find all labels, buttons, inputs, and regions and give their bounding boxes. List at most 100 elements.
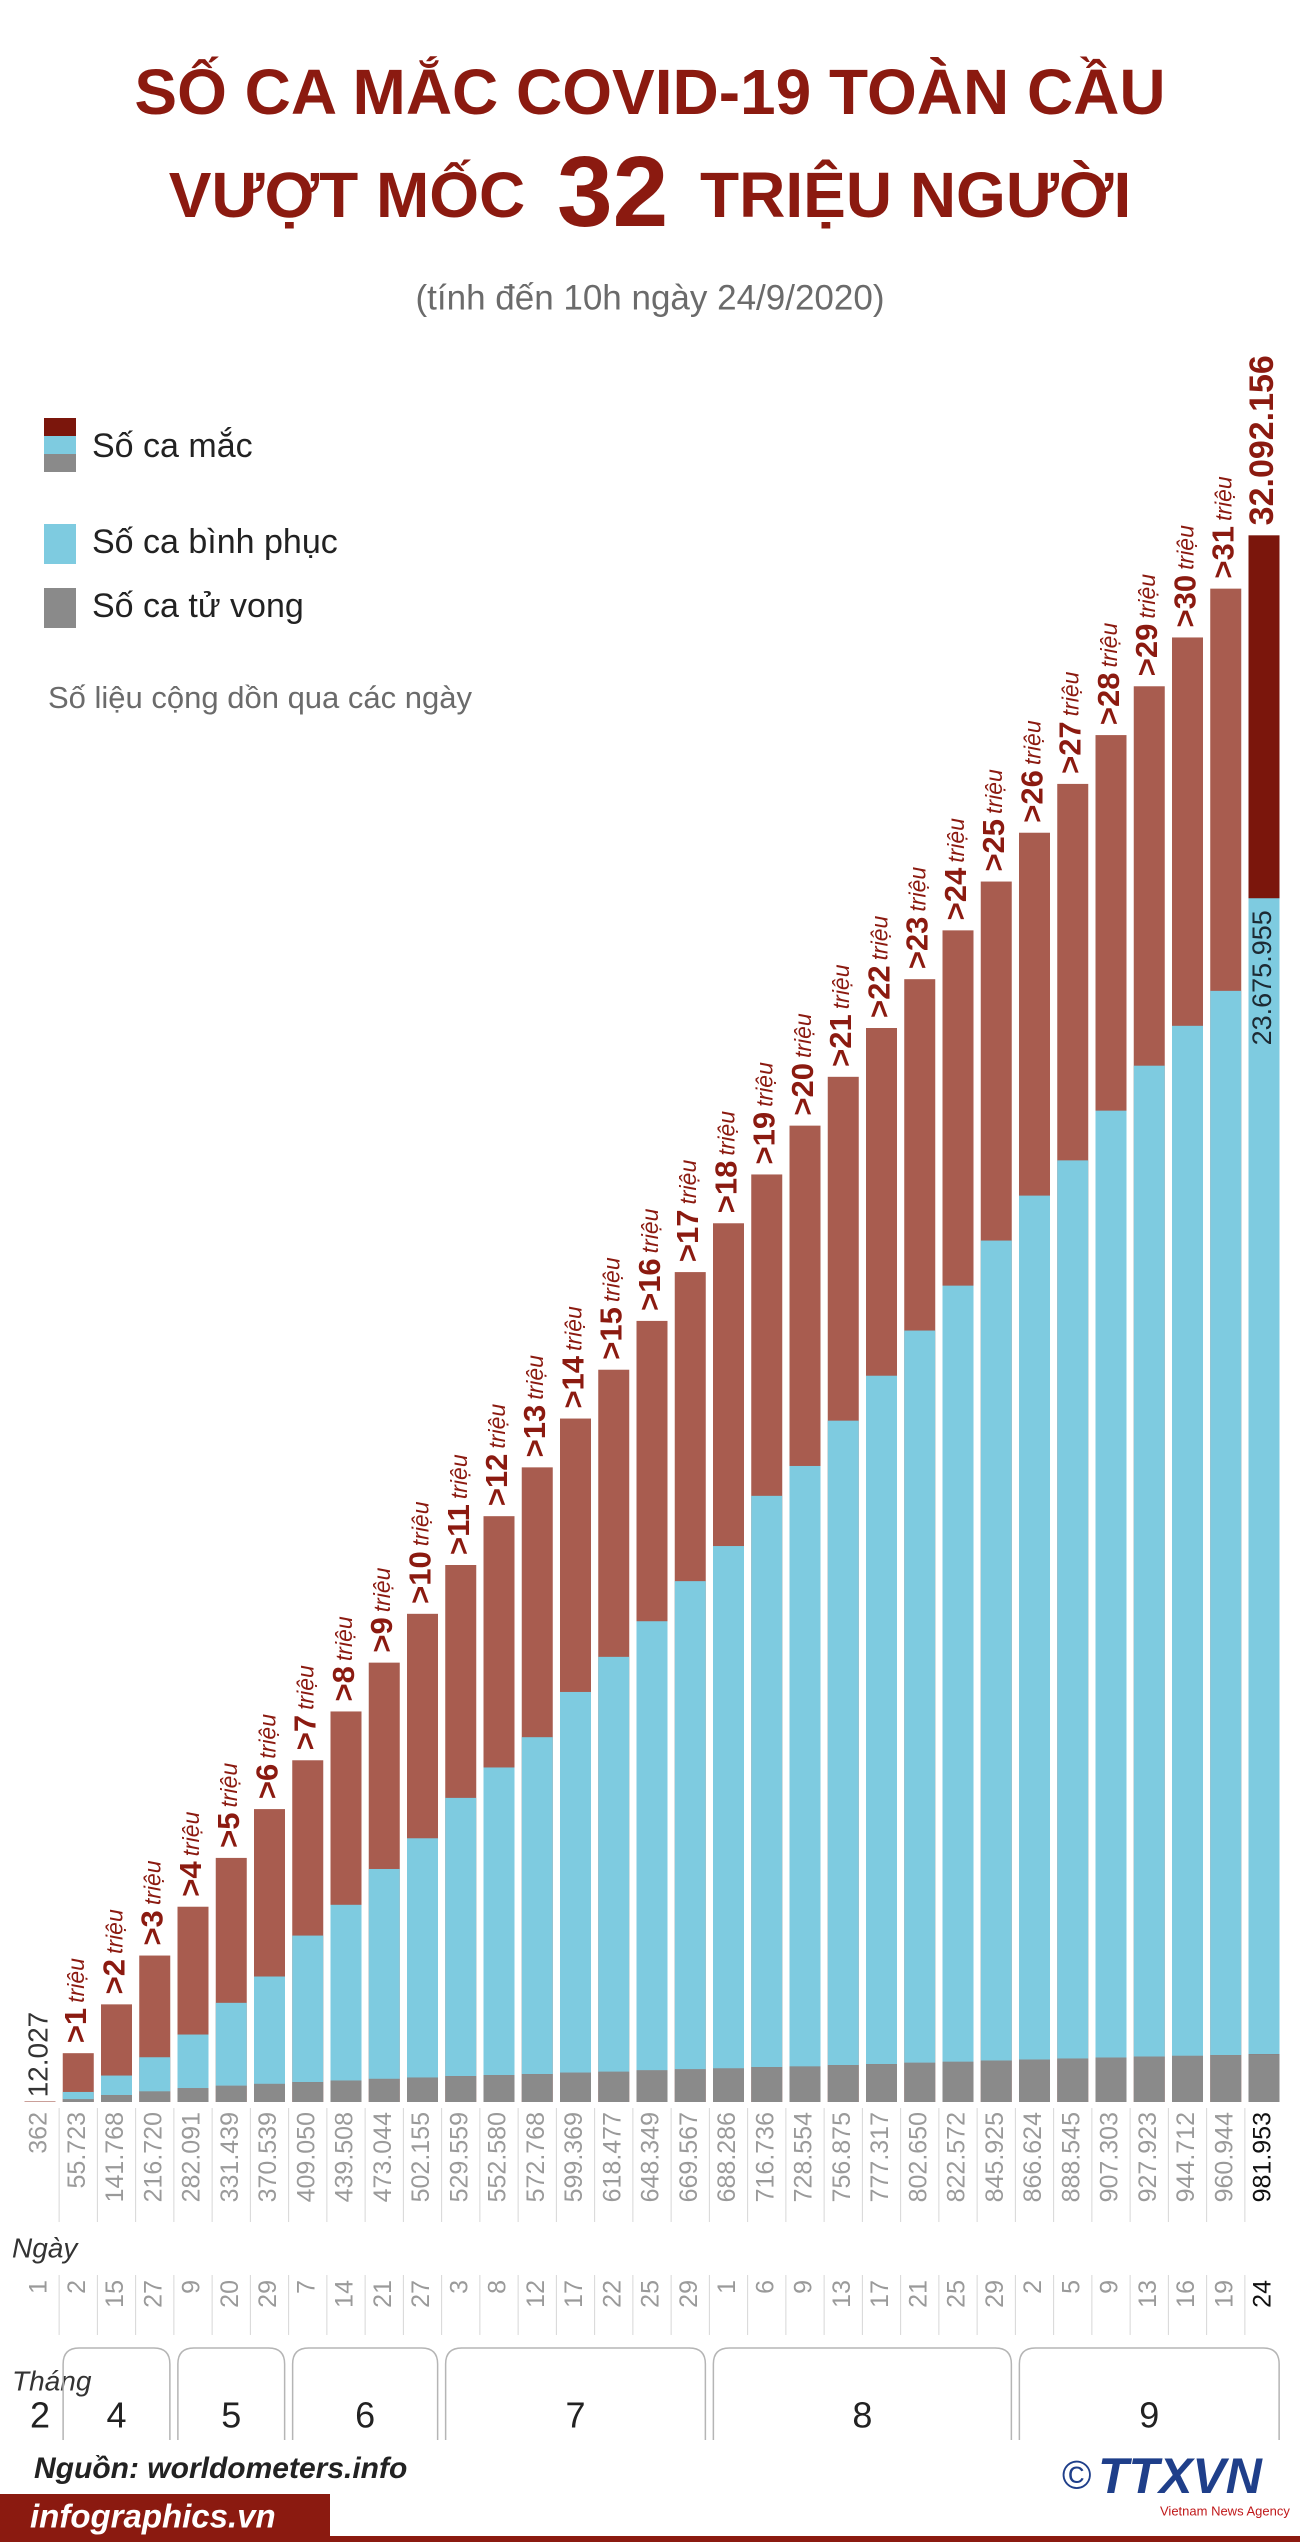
cases-label: >30 triệu bbox=[1168, 525, 1203, 628]
cases-label-number: >1 bbox=[58, 2008, 93, 2043]
bar-recovered bbox=[713, 1546, 744, 2069]
x-tick-label: 27 bbox=[139, 2280, 167, 2308]
bar-deaths bbox=[598, 2071, 630, 2102]
x-tick-label: 9 bbox=[1096, 2280, 1124, 2294]
x-tick-label: 2 bbox=[1019, 2280, 1047, 2294]
cases-label: >13 triệu bbox=[517, 1355, 552, 1458]
bar-deaths bbox=[1095, 2057, 1127, 2102]
cases-label-unit: triệu bbox=[63, 1958, 89, 2003]
x-tick-label: 1 bbox=[25, 2280, 53, 2294]
deaths-label: 907.303 bbox=[1096, 2112, 1124, 2202]
title-number: 32 bbox=[557, 136, 668, 248]
bar-deaths bbox=[980, 2060, 1012, 2102]
cases-label: >12 triệu bbox=[479, 1404, 514, 1507]
bar-recovered bbox=[1095, 1110, 1127, 2058]
title-text: TRIỆU NGƯỜI bbox=[700, 158, 1131, 231]
bar-deaths bbox=[751, 2067, 783, 2102]
bar-recovered bbox=[560, 1691, 591, 2073]
bar-deaths bbox=[713, 2068, 744, 2102]
bar-recovered bbox=[483, 1767, 515, 2076]
deaths-label: 618.477 bbox=[598, 2112, 626, 2202]
deaths-label: 669.567 bbox=[675, 2112, 703, 2202]
deaths-label: 944.712 bbox=[1172, 2112, 1200, 2202]
cases-label: >2 triệu bbox=[97, 1909, 132, 1994]
cases-label-unit: triệu bbox=[828, 964, 854, 1009]
deaths-label: 552.580 bbox=[484, 2112, 512, 2202]
cases-label-number: >29 bbox=[1129, 624, 1164, 677]
month-label: 5 bbox=[221, 2395, 241, 2436]
bar-recovered bbox=[1172, 1025, 1203, 2056]
cases-label-unit: triệu bbox=[369, 1567, 395, 1612]
title-line-1: SỐ CA MẮC COVID-19 TOÀN CẦU bbox=[134, 55, 1165, 128]
bar-recovered bbox=[980, 1240, 1012, 2061]
cases-label: >23 triệu bbox=[900, 867, 935, 970]
cases-label: >17 triệu bbox=[670, 1160, 705, 1263]
cases-label: 32.092.156 bbox=[1243, 355, 1281, 525]
cases-label: >7 triệu bbox=[288, 1665, 323, 1750]
deaths-label: 409.050 bbox=[292, 2112, 320, 2202]
deaths-label: 960.944 bbox=[1210, 2112, 1238, 2202]
bar-deaths bbox=[1210, 2055, 1242, 2102]
cases-label-unit: triệu bbox=[178, 1811, 204, 1856]
cases-label-unit: triệu bbox=[637, 1208, 663, 1253]
month-label: 4 bbox=[106, 2395, 126, 2436]
cases-label-unit: triệu bbox=[1173, 525, 1199, 570]
bar-recovered bbox=[1210, 990, 1242, 2056]
bar-deaths bbox=[368, 2078, 400, 2102]
cases-label-number: >31 bbox=[1206, 526, 1241, 579]
cases-label-number: >8 bbox=[326, 1666, 361, 1701]
legend-swatch bbox=[44, 524, 76, 564]
bar-deaths bbox=[1248, 2054, 1280, 2102]
logo-tagline: Vietnam News Agency bbox=[1160, 2503, 1290, 2518]
cases-label: >24 triệu bbox=[938, 818, 973, 921]
cases-label-number: >6 bbox=[250, 1764, 285, 1799]
x-tick-label: 19 bbox=[1210, 2280, 1238, 2308]
month-axis-label: Tháng bbox=[12, 2365, 92, 2396]
deaths-label: 756.875 bbox=[828, 2112, 856, 2202]
deaths-label: 55.723 bbox=[63, 2112, 91, 2188]
bar-recovered bbox=[368, 1868, 400, 2079]
bar-recovered bbox=[330, 1904, 362, 2081]
cases-label-unit: triệu bbox=[867, 915, 893, 960]
deaths-label: 439.508 bbox=[331, 2112, 359, 2202]
cases-label: >25 triệu bbox=[976, 769, 1011, 872]
cases-label: >31 triệu bbox=[1206, 476, 1241, 579]
x-tick-label: 14 bbox=[331, 2280, 359, 2308]
note: Số liệu cộng dồn qua các ngày bbox=[48, 680, 472, 715]
legend-label: Số ca tử vong bbox=[92, 587, 304, 625]
cases-label-unit: triệu bbox=[255, 1714, 281, 1759]
deaths-label: 529.559 bbox=[445, 2112, 473, 2202]
bar-recovered bbox=[215, 2002, 247, 2086]
bar-recovered bbox=[904, 1330, 936, 2063]
deaths-label: 688.286 bbox=[713, 2112, 741, 2202]
cases-label: >29 triệu bbox=[1129, 574, 1164, 677]
bar-deaths bbox=[942, 2061, 974, 2102]
bar-cases bbox=[24, 2101, 56, 2102]
bar-recovered bbox=[1057, 1160, 1089, 2059]
cases-label-unit: triệu bbox=[522, 1355, 548, 1400]
x-tick-label: 16 bbox=[1172, 2280, 1200, 2308]
cases-label: 12.027 bbox=[22, 2012, 53, 2098]
cases-label-number: >7 bbox=[288, 1715, 323, 1750]
deaths-label: 216.720 bbox=[139, 2112, 167, 2202]
cases-label: >21 triệu bbox=[823, 964, 858, 1067]
x-tick-label: 25 bbox=[943, 2280, 971, 2308]
legend-swatch bbox=[44, 436, 76, 454]
bar-recovered bbox=[101, 2075, 132, 2096]
month-label: 8 bbox=[852, 2395, 872, 2436]
bar-deaths bbox=[827, 2065, 859, 2102]
cases-label-number: >14 bbox=[556, 1355, 591, 1408]
subtitle: (tính đến 10h ngày 24/9/2020) bbox=[416, 278, 885, 317]
deaths-label: 866.624 bbox=[1019, 2112, 1047, 2202]
bar-recovered bbox=[62, 2091, 94, 2100]
x-tick-label: 29 bbox=[254, 2280, 282, 2308]
cases-label: >3 triệu bbox=[135, 1860, 170, 1945]
x-tick-label: 9 bbox=[790, 2280, 818, 2294]
cases-label: >27 triệu bbox=[1053, 671, 1088, 774]
cases-label: >6 triệu bbox=[250, 1714, 285, 1799]
cases-label-number: >11 bbox=[441, 1504, 476, 1555]
cases-label-number: >15 bbox=[594, 1307, 629, 1360]
cases-label-number: >19 bbox=[747, 1112, 782, 1165]
bar-deaths bbox=[866, 2064, 897, 2102]
